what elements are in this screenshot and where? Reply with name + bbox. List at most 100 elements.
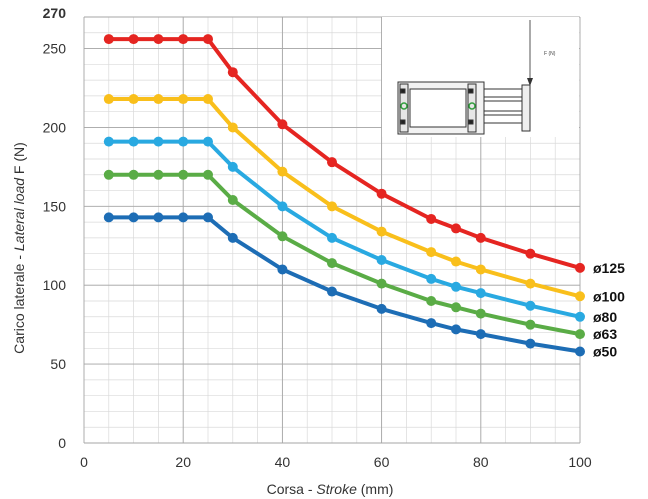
data-point xyxy=(277,166,288,177)
y-tick-label: 200 xyxy=(43,119,67,135)
data-point xyxy=(103,169,114,180)
data-point xyxy=(277,231,288,242)
data-point xyxy=(128,34,139,45)
data-point xyxy=(128,136,139,147)
data-point xyxy=(426,247,437,258)
data-point xyxy=(525,248,536,259)
data-point xyxy=(277,264,288,275)
data-point xyxy=(525,300,536,311)
data-point xyxy=(203,136,213,147)
data-point xyxy=(475,329,486,340)
data-point xyxy=(525,319,536,330)
data-point xyxy=(277,119,288,130)
data-point xyxy=(227,161,238,172)
data-point xyxy=(203,34,213,45)
y-tick-label: 270 xyxy=(43,5,67,21)
series-label: ø63 xyxy=(593,326,617,342)
data-point xyxy=(575,262,585,273)
data-point xyxy=(227,122,238,133)
series-line xyxy=(106,215,582,354)
inset-force-label: F (N) xyxy=(544,51,556,57)
series-layer xyxy=(103,34,585,357)
data-point xyxy=(451,302,461,313)
data-point xyxy=(575,329,585,340)
x-tick-label: 0 xyxy=(80,454,88,470)
data-point xyxy=(128,212,139,223)
y-tick-label: 0 xyxy=(58,435,66,451)
data-point xyxy=(103,34,114,45)
data-point xyxy=(227,195,238,206)
data-point xyxy=(153,136,164,147)
data-point xyxy=(575,291,585,302)
data-point xyxy=(178,136,189,147)
x-tick-label: 100 xyxy=(568,454,592,470)
data-point xyxy=(153,34,164,45)
data-point xyxy=(153,169,164,180)
y-tick-label: 150 xyxy=(43,198,67,214)
data-point xyxy=(475,232,486,243)
y-tick-label: 250 xyxy=(43,41,67,57)
data-point xyxy=(103,94,114,105)
data-point xyxy=(103,212,114,223)
series-label: ø100 xyxy=(593,288,625,304)
data-point xyxy=(475,308,486,319)
data-point xyxy=(451,324,461,335)
data-point xyxy=(178,212,189,223)
data-point xyxy=(327,286,337,297)
data-point xyxy=(227,67,238,78)
series-label: ø125 xyxy=(593,260,625,276)
data-point xyxy=(153,212,164,223)
data-point xyxy=(327,232,337,243)
x-tick-label: 20 xyxy=(175,454,191,470)
inset-diagram: F (N) xyxy=(382,17,579,137)
data-point xyxy=(153,94,164,105)
cylinder-icon xyxy=(397,20,531,135)
data-point xyxy=(376,278,387,289)
data-point xyxy=(178,94,189,105)
data-point xyxy=(376,254,387,265)
data-point xyxy=(575,346,585,357)
x-axis-title: Corsa - Stroke (mm) xyxy=(267,481,394,497)
data-point xyxy=(376,188,387,199)
data-point xyxy=(203,94,213,105)
data-point xyxy=(128,169,139,180)
data-point xyxy=(525,338,536,349)
series-line xyxy=(106,172,582,337)
data-point xyxy=(203,169,213,180)
data-point xyxy=(426,296,437,306)
y-axis-title: Carico laterale - Lateral load F (N) xyxy=(11,142,27,354)
data-point xyxy=(451,281,461,292)
data-point xyxy=(227,232,238,243)
data-point xyxy=(475,288,486,299)
data-point xyxy=(277,201,288,212)
data-point xyxy=(327,157,337,168)
data-point xyxy=(178,34,189,45)
data-point xyxy=(178,169,189,180)
data-point xyxy=(426,273,437,284)
series-label: ø50 xyxy=(593,343,617,359)
data-point xyxy=(426,318,437,329)
data-point xyxy=(575,311,585,322)
data-point xyxy=(376,303,387,314)
y-tick-label: 100 xyxy=(43,277,67,293)
data-point xyxy=(327,258,337,269)
series-label: ø80 xyxy=(593,309,617,325)
data-point xyxy=(376,226,387,237)
data-point xyxy=(103,136,114,147)
x-tick-label: 80 xyxy=(473,454,489,470)
data-point xyxy=(525,278,536,289)
data-point xyxy=(128,94,139,105)
force-arrow-icon xyxy=(527,78,533,86)
x-tick-label: 60 xyxy=(374,454,390,470)
x-tick-label: 40 xyxy=(275,454,291,470)
data-point xyxy=(327,201,337,212)
y-tick-label: 50 xyxy=(50,356,66,372)
tick-labels: 0 20 40 60 80 100 0 50 100 150 200 250 270 xyxy=(43,5,592,470)
data-point xyxy=(475,264,486,275)
data-point xyxy=(451,223,461,234)
data-point xyxy=(426,213,437,224)
data-point xyxy=(203,212,213,223)
data-point xyxy=(451,256,461,267)
